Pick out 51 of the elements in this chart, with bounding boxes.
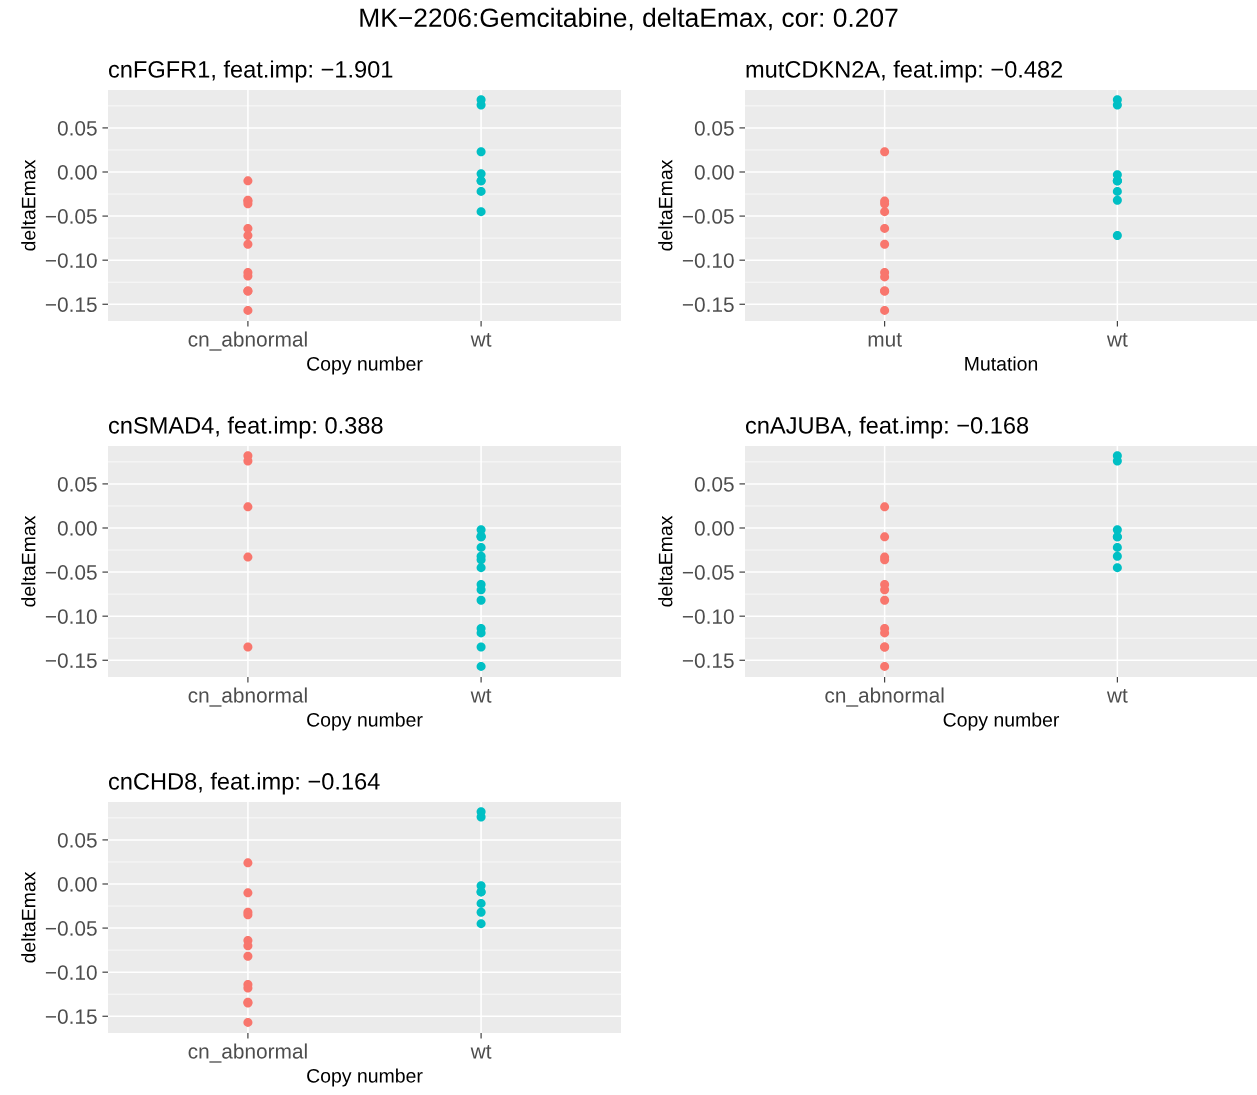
y-axis-title: deltaEmax — [21, 871, 36, 963]
y-tick-label: 0.00 — [694, 521, 734, 536]
y-tick-label: −0.10 — [45, 253, 97, 268]
y-axis-title: deltaEmax — [21, 159, 36, 251]
x-tick-label: cn_abnormal — [188, 1043, 307, 1063]
y-tick-label: 0.00 — [694, 165, 734, 180]
y-tick-label: −0.05 — [45, 209, 97, 224]
chart-title: cnAJUBA, feat.imp: −0.168 — [746, 416, 1029, 439]
y-tick-label: 0.00 — [57, 877, 97, 892]
y-tick-label: 0.00 — [57, 521, 97, 536]
chart-title: cnSMAD4, feat.imp: 0.388 — [109, 416, 383, 439]
y-axis-title: deltaEmax — [658, 515, 673, 607]
x-axis-title: Copy number — [307, 1068, 423, 1087]
y-tick-label: −0.15 — [682, 653, 734, 668]
y-tick-label: −0.10 — [45, 965, 97, 980]
y-tick-label: 0.05 — [57, 120, 97, 136]
y-axis-title: deltaEmax — [21, 515, 36, 607]
text: MK−2206:Gemcitabine, deltaEmax, cor: 0.207 — [360, 7, 898, 31]
x-tick-label: wt — [1106, 333, 1128, 347]
y-tick-label: −0.05 — [682, 565, 734, 580]
x-tick-label: cn_abnormal — [188, 331, 307, 351]
y-tick-label: 0.05 — [57, 476, 97, 492]
y-tick-label: −0.05 — [45, 921, 97, 936]
x-tick-label: cn_abnormal — [188, 687, 307, 707]
y-tick-label: −0.15 — [45, 1009, 97, 1024]
x-tick-label: mut — [868, 333, 902, 347]
y-tick-label: 0.05 — [57, 832, 97, 848]
x-tick-label: wt — [470, 1045, 492, 1059]
y-tick-label: 0.05 — [694, 476, 734, 492]
x-axis-title: Copy number — [307, 712, 423, 731]
x-tick-label: cn_abnormal — [825, 687, 944, 707]
chart-title: cnCHD8, feat.imp: −0.164 — [109, 772, 380, 795]
y-tick-label: −0.05 — [45, 565, 97, 580]
y-tick-label: −0.15 — [45, 653, 97, 668]
y-tick-label: −0.15 — [682, 297, 734, 312]
y-axis-title: deltaEmax — [658, 159, 673, 251]
y-tick-label: 0.05 — [694, 120, 734, 136]
chart-title: cnFGFR1, feat.imp: −1.901 — [109, 60, 393, 83]
x-tick-label: wt — [470, 689, 492, 703]
x-tick-label: wt — [470, 333, 492, 347]
y-tick-label: −0.10 — [45, 609, 97, 624]
x-axis-title: Copy number — [943, 712, 1060, 731]
y-tick-label: 0.00 — [57, 165, 97, 180]
y-tick-label: −0.10 — [682, 253, 734, 268]
x-axis-title: Copy number — [307, 356, 423, 375]
x-tick-label: wt — [1106, 689, 1128, 703]
chart-title: mutCDKN2A, feat.imp: −0.482 — [746, 60, 1063, 83]
x-axis-title: Mutation — [965, 356, 1038, 371]
y-tick-label: −0.10 — [682, 609, 734, 624]
y-tick-label: −0.15 — [45, 297, 97, 312]
y-tick-label: −0.05 — [682, 209, 734, 224]
